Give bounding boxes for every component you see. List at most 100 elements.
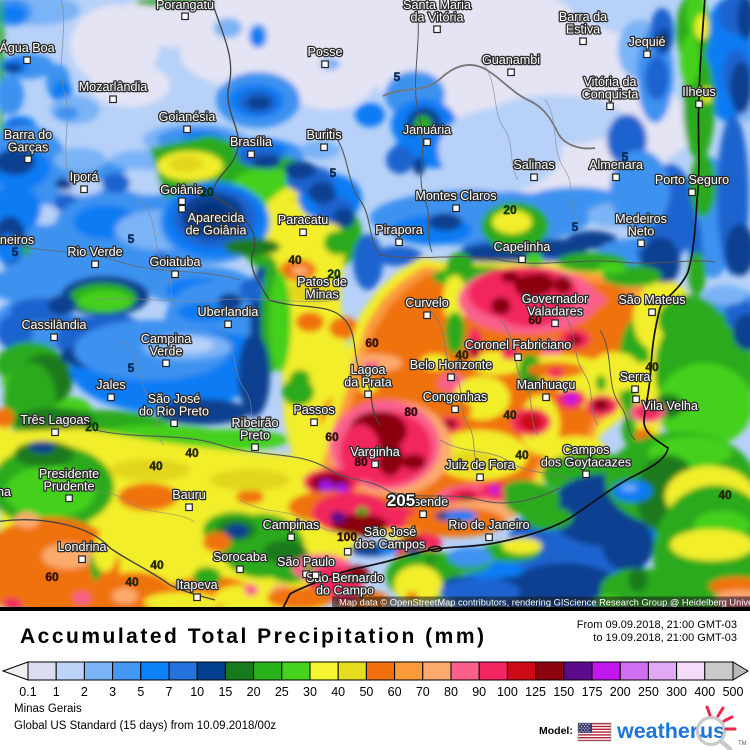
svg-text:5: 5 xyxy=(622,150,629,164)
svg-text:20: 20 xyxy=(247,685,261,699)
svg-text:5: 5 xyxy=(137,685,144,699)
svg-text:40: 40 xyxy=(645,360,659,374)
svg-text:Mozarlândia: Mozarlândia xyxy=(79,80,148,94)
svg-text:40: 40 xyxy=(515,448,529,462)
svg-text:Resende: Resende xyxy=(398,495,448,509)
svg-text:São Bernardo: São Bernardo xyxy=(306,571,384,585)
svg-text:125: 125 xyxy=(525,685,546,699)
svg-text:40: 40 xyxy=(288,253,302,267)
svg-text:0.1: 0.1 xyxy=(19,685,36,699)
svg-text:200: 200 xyxy=(610,685,631,699)
svg-text:Salinas: Salinas xyxy=(513,158,554,172)
svg-text:Lagoa: Lagoa xyxy=(350,363,385,377)
svg-text:250: 250 xyxy=(638,685,659,699)
svg-text:70: 70 xyxy=(416,685,430,699)
svg-text:30: 30 xyxy=(303,685,317,699)
svg-text:Conquista: Conquista xyxy=(582,88,639,102)
svg-text:Estiva: Estiva xyxy=(566,23,600,37)
svg-text:500: 500 xyxy=(723,685,744,699)
svg-text:Pirapora: Pirapora xyxy=(375,223,423,237)
svg-text:Brasília: Brasília xyxy=(230,135,272,149)
svg-text:5: 5 xyxy=(394,70,401,84)
svg-text:Passos: Passos xyxy=(293,403,334,417)
svg-text:7: 7 xyxy=(166,685,173,699)
svg-text:Vitória da: Vitória da xyxy=(584,75,637,89)
svg-text:Água Boa: Água Boa xyxy=(0,40,55,55)
svg-text:80: 80 xyxy=(404,405,418,419)
svg-text:Goiânia: Goiânia xyxy=(160,183,203,197)
svg-text:Map data © OpenStreetMap contr: Map data © OpenStreetMap contributors, r… xyxy=(339,598,750,608)
svg-text:Ribeirão: Ribeirão xyxy=(232,416,279,430)
svg-text:Almenara: Almenara xyxy=(589,158,643,172)
svg-text:Medeiros: Medeiros xyxy=(615,212,667,226)
svg-text:Neto: Neto xyxy=(628,225,655,239)
svg-text:Preto: Preto xyxy=(240,429,270,443)
svg-text:Patos de: Patos de xyxy=(297,275,347,289)
svg-text:1: 1 xyxy=(53,685,60,699)
svg-text:Montes Claros: Montes Claros xyxy=(415,189,496,203)
svg-text:Barra do: Barra do xyxy=(4,128,52,142)
svg-text:neiros: neiros xyxy=(0,233,34,247)
svg-text:do Campo: do Campo xyxy=(316,584,374,598)
svg-text:Cassilândia: Cassilândia xyxy=(21,318,86,332)
svg-text:de Goiânia: de Goiânia xyxy=(186,224,247,238)
svg-text:300: 300 xyxy=(666,685,687,699)
svg-text:Barra da: Barra da xyxy=(559,10,607,24)
svg-text:dos Campos: dos Campos xyxy=(355,538,426,552)
svg-text:40: 40 xyxy=(455,348,469,362)
svg-text:Jales: Jales xyxy=(96,378,125,392)
svg-text:Juiz de Fora: Juiz de Fora xyxy=(445,458,514,472)
svg-text:2: 2 xyxy=(81,685,88,699)
svg-text:Porto Seguro: Porto Seguro xyxy=(655,173,729,187)
svg-text:205: 205 xyxy=(387,491,415,510)
svg-text:25: 25 xyxy=(275,685,289,699)
svg-text:40: 40 xyxy=(125,575,139,589)
svg-text:60: 60 xyxy=(325,430,339,444)
svg-text:175: 175 xyxy=(582,685,603,699)
svg-text:Uberlandia: Uberlandia xyxy=(198,305,259,319)
svg-text:da Prata: da Prata xyxy=(344,376,392,390)
svg-text:Porangatu: Porangatu xyxy=(156,0,214,12)
svg-text:Iporá: Iporá xyxy=(70,170,99,184)
svg-text:Verde: Verde xyxy=(150,345,183,359)
svg-text:Goiatuba: Goiatuba xyxy=(149,255,200,269)
svg-text:Congonhas: Congonhas xyxy=(423,390,487,404)
svg-text:Januária: Januária xyxy=(403,123,451,137)
svg-text:20: 20 xyxy=(327,267,341,281)
svg-text:Garças: Garças xyxy=(8,141,49,155)
svg-text:Buritis: Buritis xyxy=(307,128,342,142)
svg-text:Capelinha: Capelinha xyxy=(494,240,551,254)
svg-text:Curvelo: Curvelo xyxy=(405,296,448,310)
svg-text:Presidente: Presidente xyxy=(39,467,99,481)
svg-text:Guanambi: Guanambi xyxy=(482,53,540,67)
svg-text:São Mateus: São Mateus xyxy=(618,293,685,307)
svg-text:Posse: Posse xyxy=(307,45,342,59)
svg-text:Valadares: Valadares xyxy=(527,305,583,319)
svg-text:Coronel Fabriciano: Coronel Fabriciano xyxy=(465,338,571,352)
svg-text:Ilhéus: Ilhéus xyxy=(682,85,716,99)
svg-text:100: 100 xyxy=(337,530,357,544)
svg-text:Campinas: Campinas xyxy=(263,518,320,532)
svg-text:5: 5 xyxy=(128,232,135,246)
svg-text:20: 20 xyxy=(200,185,214,199)
svg-text:60: 60 xyxy=(365,336,379,350)
svg-text:80: 80 xyxy=(444,685,458,699)
svg-text:TM: TM xyxy=(738,741,746,747)
svg-text:Itapeva: Itapeva xyxy=(176,578,217,592)
svg-text:400: 400 xyxy=(694,685,715,699)
svg-text:Vila Velha: Vila Velha xyxy=(642,399,698,413)
svg-text:5: 5 xyxy=(128,361,135,375)
svg-text:Aparecida: Aparecida xyxy=(188,211,245,225)
svg-text:80: 80 xyxy=(354,455,368,469)
svg-text:Campos: Campos xyxy=(563,443,610,457)
svg-text:100: 100 xyxy=(497,685,518,699)
svg-text:na: na xyxy=(0,485,11,499)
svg-text:Rio de Janeiro: Rio de Janeiro xyxy=(448,518,529,532)
svg-text:60: 60 xyxy=(45,570,59,584)
svg-text:Paracatu: Paracatu xyxy=(278,213,328,227)
svg-text:90: 90 xyxy=(472,685,486,699)
svg-text:Governador: Governador xyxy=(522,292,589,306)
svg-text:Varginha: Varginha xyxy=(350,445,399,459)
svg-text:Três Lagoas: Três Lagoas xyxy=(20,413,90,427)
svg-text:da Vitória: da Vitória xyxy=(411,11,464,25)
